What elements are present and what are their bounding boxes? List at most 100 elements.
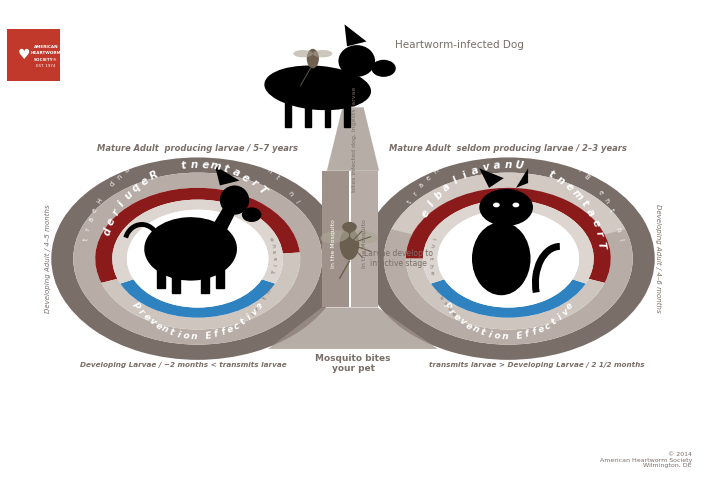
FancyBboxPatch shape	[201, 249, 209, 293]
Text: n: n	[460, 151, 466, 159]
Text: e: e	[226, 324, 235, 335]
Text: t: t	[222, 163, 230, 175]
Wedge shape	[391, 173, 626, 234]
Circle shape	[342, 222, 357, 232]
Polygon shape	[215, 166, 239, 185]
Text: Mature Adult  producing larvae / 5–7 years: Mature Adult producing larvae / 5–7 year…	[97, 143, 298, 153]
Text: Developing Adult / 4–5 months: Developing Adult / 4–5 months	[44, 204, 51, 313]
Text: t: t	[239, 317, 248, 327]
Text: r: r	[521, 143, 525, 149]
FancyBboxPatch shape	[157, 244, 165, 288]
Wedge shape	[384, 173, 633, 345]
Text: f: f	[213, 330, 219, 339]
Text: a: a	[470, 165, 480, 177]
Text: s: s	[540, 147, 546, 154]
Text: b: b	[433, 189, 445, 202]
Text: r: r	[171, 144, 175, 151]
Text: transmits larvae > Developing Larvae / 2 1/2 months: transmits larvae > Developing Larvae / 2…	[429, 362, 645, 368]
Text: n: n	[555, 174, 566, 187]
Text: o: o	[493, 331, 501, 341]
FancyBboxPatch shape	[322, 171, 349, 307]
Text: a: a	[150, 151, 157, 158]
Ellipse shape	[242, 207, 261, 222]
Circle shape	[493, 203, 500, 207]
Text: t: t	[83, 238, 89, 241]
Text: e: e	[141, 312, 152, 323]
Text: n: n	[429, 243, 434, 247]
Text: I: I	[617, 238, 623, 241]
Ellipse shape	[313, 50, 333, 58]
Text: E: E	[205, 331, 213, 341]
Text: l: l	[577, 167, 582, 173]
Text: n: n	[504, 160, 512, 170]
Wedge shape	[95, 188, 300, 283]
Text: v: v	[457, 317, 467, 327]
Text: s: s	[441, 301, 448, 306]
Text: AMERICAN: AMERICAN	[34, 45, 58, 49]
Text: a: a	[500, 142, 505, 148]
Text: Larvae develop to
infective stage: Larvae develop to infective stage	[364, 249, 433, 268]
Text: r: r	[85, 227, 91, 231]
Wedge shape	[406, 259, 604, 329]
Text: i: i	[487, 330, 492, 339]
Text: a: a	[493, 160, 501, 171]
Text: HEARTWORM: HEARTWORM	[30, 51, 61, 55]
Polygon shape	[345, 24, 366, 46]
Text: R: R	[148, 169, 160, 182]
Text: e: e	[92, 207, 99, 213]
Text: T: T	[272, 270, 277, 275]
Text: t: t	[263, 295, 268, 300]
Text: t: t	[608, 207, 614, 212]
Text: e: e	[153, 321, 163, 331]
Text: m: m	[140, 155, 148, 163]
Text: i: i	[176, 330, 181, 339]
Text: I: I	[251, 311, 256, 316]
Text: B: B	[240, 151, 246, 159]
Ellipse shape	[349, 230, 378, 243]
FancyBboxPatch shape	[285, 98, 292, 127]
Ellipse shape	[144, 217, 237, 281]
Text: d: d	[102, 227, 114, 237]
Text: t: t	[181, 161, 187, 171]
Text: e: e	[160, 147, 166, 154]
Text: n: n	[471, 324, 480, 335]
Text: T: T	[432, 283, 438, 288]
Text: t: t	[579, 199, 590, 209]
Text: s: s	[273, 257, 278, 260]
Text: r: r	[593, 230, 604, 238]
FancyBboxPatch shape	[325, 98, 330, 127]
Text: i: i	[273, 264, 278, 266]
Text: Mature Adult  seldom producing larvae / 2–3 years: Mature Adult seldom producing larvae / 2…	[390, 143, 627, 153]
Text: v: v	[560, 307, 570, 317]
Text: e: e	[270, 236, 276, 241]
Polygon shape	[210, 205, 234, 244]
Text: d: d	[109, 181, 116, 188]
Text: e: e	[452, 312, 462, 323]
Text: n: n	[614, 226, 621, 232]
Text: a: a	[441, 182, 453, 194]
Text: e: e	[464, 321, 474, 331]
FancyBboxPatch shape	[172, 249, 180, 293]
Text: a: a	[88, 217, 95, 223]
Text: In the Mosquito: In the Mosquito	[361, 220, 367, 268]
Text: m: m	[489, 143, 496, 150]
Text: h: h	[265, 289, 272, 294]
Text: t: t	[479, 327, 486, 337]
Text: n: n	[191, 160, 198, 170]
Text: u: u	[122, 189, 135, 201]
Text: e: e	[268, 283, 274, 288]
Text: s: s	[273, 250, 278, 254]
Text: e: e	[565, 301, 575, 312]
Text: i: i	[245, 313, 253, 322]
Text: s: s	[438, 295, 443, 300]
Circle shape	[513, 203, 520, 207]
Text: m: m	[210, 161, 222, 172]
Text: e: e	[450, 311, 456, 317]
Ellipse shape	[472, 222, 530, 295]
Text: l: l	[232, 148, 236, 154]
Wedge shape	[406, 188, 611, 283]
Text: e: e	[240, 172, 251, 184]
Polygon shape	[516, 168, 528, 188]
Text: e: e	[590, 218, 602, 228]
Text: o: o	[568, 160, 574, 167]
